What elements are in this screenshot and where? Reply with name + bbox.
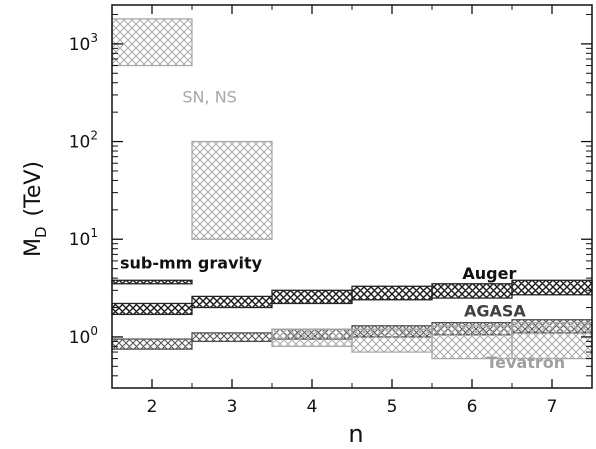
y-tick-label-1: 100 [69,324,98,348]
y-tick-label-100: 102 [69,129,98,153]
label-auger: Auger [462,264,516,283]
y-axis-label-unit: (TeV) [21,161,46,216]
tevatron-band-n5 [351,328,433,353]
x-tick-label-3: 3 [227,397,238,417]
auger-band-n6 [431,283,513,299]
y-axis: 100 101 102 103 [69,13,592,389]
auger-band-n3 [191,295,273,309]
auger-band-n2 [111,302,193,316]
x-axis-label: n [348,420,363,448]
svg-text:MD(TeV): MD (TeV) [21,161,50,257]
agasa-band-n3 [191,332,273,343]
sub-mm-gravity-band-n2 [111,279,193,285]
sn-ns-band-n3 [191,140,273,240]
bands-layer [111,18,593,360]
x-tick-label-6: 6 [467,397,478,417]
x-axis: 2 3 4 5 6 7 [111,5,593,417]
x-tick-label-5: 5 [387,397,398,417]
y-axis-label-subscript: D [32,226,50,238]
label-sub-mm-gravity: sub-mm gravity [120,254,263,273]
auger-band-n7 [511,279,593,296]
annotations-layer: SN, NS sub-mm gravity Auger AGASA Tevatron [120,88,565,372]
label-agasa: AGASA [464,301,526,320]
tevatron-band-n4 [271,328,353,348]
label-tevatron: Tevatron [486,353,565,372]
tevatron-band-n6 [431,325,513,360]
auger-band-n5 [351,285,433,301]
x-tick-label-4: 4 [307,397,318,417]
y-axis-label-main: M [21,238,46,257]
y-axis-label: MD (TeV) [21,161,50,257]
sn-ns-band-n2 [111,18,193,67]
y-tick-label-10: 101 [69,226,98,250]
axes-layer: 2 3 4 5 6 7 100 101 102 103 [69,5,593,417]
auger-band-n4 [271,289,353,305]
y-tick-label-1000: 103 [69,31,98,55]
x-tick-label-2: 2 [147,397,158,417]
agasa-band-n2 [111,338,193,350]
x-tick-label-7: 7 [547,397,558,417]
label-sn-ns: SN, NS [182,88,236,107]
